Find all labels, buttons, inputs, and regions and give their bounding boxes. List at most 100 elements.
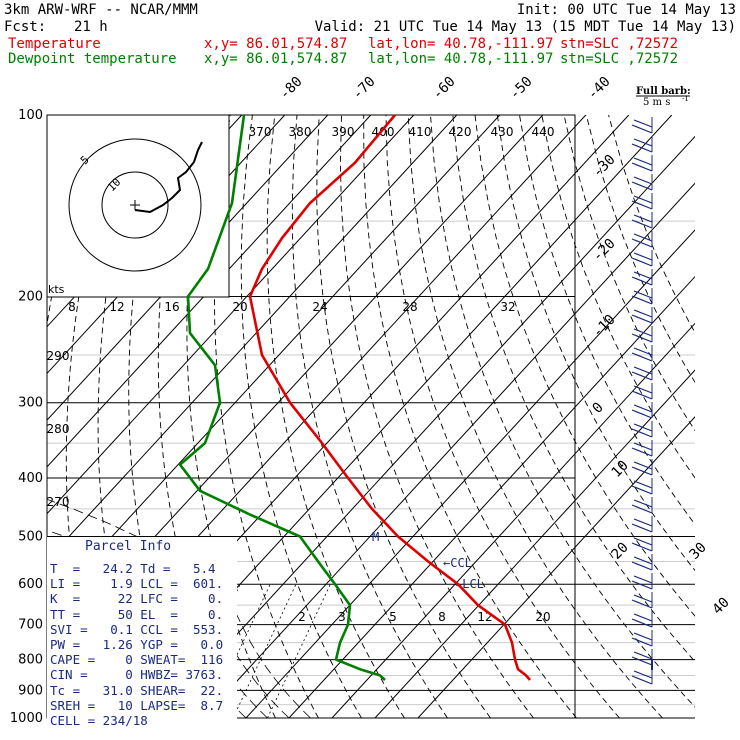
wind-barb-flag (633, 195, 653, 204)
wind-barb-flag (633, 233, 653, 242)
dry-adiabat (339, 115, 534, 718)
dry-adiabat (240, 115, 362, 718)
dry-adiabat (316, 115, 491, 718)
wind-barb-flag (633, 271, 653, 280)
wind-barb-flag (631, 675, 653, 685)
wind-barb-flag (633, 309, 653, 318)
pressure-tick-label: 1000 (10, 711, 43, 726)
isotherm-line (245, 229, 695, 718)
wind-barb-flag (633, 119, 653, 128)
wind-barb-flag (633, 670, 653, 679)
wind-barb-flag (633, 499, 653, 508)
dry-adiabat (214, 115, 319, 718)
hodograph-trace (134, 141, 203, 214)
parcel-info-row: CIN = 0 HWBZ= 3763. (50, 667, 224, 683)
theta-tick-label: 380 (289, 125, 312, 139)
isotherm-tick-label: -70 (350, 74, 379, 103)
dry-adiabat (496, 115, 695, 572)
wind-barb-flag (631, 162, 653, 172)
isotherm-tick-label: -80 (277, 74, 306, 103)
dry-adiabat (363, 115, 577, 718)
isotherm-line (159, 135, 695, 718)
pressure-tick-label: 700 (18, 618, 43, 633)
wind-barb-flag (631, 656, 653, 666)
wind-barb-flag (631, 276, 653, 286)
isotherm-line (288, 275, 695, 718)
wind-barb-flag (633, 442, 653, 451)
wind-barb-flag (633, 214, 653, 223)
mixing-ratio-label: 2 (298, 610, 306, 624)
temperature-trace (248, 114, 531, 681)
wind-barb-flag (631, 314, 653, 324)
speed-tick-label: 32 (500, 300, 515, 314)
wind-barb-flag (633, 385, 653, 394)
dry-adiabat (541, 115, 695, 479)
dewpoint-stn: stn=SLC ,72572 (560, 51, 679, 67)
pressure-tick-label: 600 (18, 577, 43, 592)
dewpoint-latlon: lat,lon= 40.78,-111.97 (368, 51, 554, 67)
dry-adiabat (430, 115, 695, 708)
fcst-label: Fcst: (4, 19, 47, 35)
hodograph-units-label: kts (48, 283, 65, 296)
dewpoint-trace (178, 114, 386, 681)
level-mark-ccl: ←CCL (443, 556, 472, 570)
isotherm-tick-label: -30 (590, 152, 619, 181)
wind-barb-flag (631, 409, 653, 419)
theta-tick-label: 280 (47, 422, 70, 436)
wind-barb-flag (631, 371, 653, 381)
pressure-tick-label: 400 (18, 471, 43, 486)
isotherm-line (47, 115, 458, 562)
parcel-info-title: Parcel Info (85, 539, 172, 554)
mixing-ratio-label: 5 (389, 610, 397, 624)
wind-barb-flag (633, 518, 653, 527)
pressure-tick-label: 100 (18, 108, 43, 123)
wind-barb-flag (631, 523, 653, 533)
wind-barb-flag (631, 485, 653, 495)
parcel-info-row: LI = 1.9 LCL = 601. (50, 576, 224, 592)
wind-barb-flag (633, 537, 653, 546)
wind-barb-flag (633, 461, 653, 470)
wind-barb-flag (631, 447, 653, 457)
theta-tick-label: 370 (249, 125, 272, 139)
mixing-ratio-label: 8 (438, 610, 446, 624)
wind-barb-flag (633, 423, 653, 432)
wind-barb-flag (631, 219, 653, 229)
parcel-info-row: CELL = 234/18 (50, 713, 148, 728)
pressure-tick-label: 200 (18, 290, 43, 305)
isotherm-line (47, 115, 329, 421)
wind-barb-flag (631, 428, 653, 438)
dry-adiabat (407, 115, 663, 718)
hodograph-ring-outer (68, 138, 202, 272)
parcel-info-panel: Parcel Info T = 24.2 Td = 5.4 LI = 1.9 LC… (47, 537, 237, 730)
mixing-ratio-label: 20 (535, 610, 550, 624)
theta-tick-label: 410 (409, 125, 432, 139)
wind-barb-flag (631, 561, 653, 571)
wind-barb-flag (631, 352, 653, 362)
wind-barb-flag (633, 556, 653, 565)
isotherm-line (374, 369, 695, 718)
temperature-xy: x,y= 86.01,574.87 (204, 36, 348, 52)
isotherm-tick-label: -40 (585, 74, 614, 103)
wind-barb-flag (631, 542, 653, 552)
hodograph-box (46, 114, 230, 298)
full-barb-units-exp: -1 (682, 95, 689, 103)
wind-barb-flag (633, 632, 653, 641)
wind-barb-flag (633, 176, 653, 185)
mixing-ratio-line (267, 584, 331, 718)
dry-adiabat (519, 115, 695, 526)
temperature-legend: Temperature (8, 36, 101, 52)
wind-barb-flag (631, 295, 653, 305)
parcel-info-row: PW = 1.26 YGP = 0.0 (50, 637, 224, 652)
wind-barb-flag (633, 138, 653, 147)
wind-barb-flag (631, 599, 653, 609)
wind-barb-flag (633, 290, 653, 299)
dry-adiabat (452, 115, 695, 663)
wind-barb-flag (633, 347, 653, 356)
isotherm-line (331, 322, 695, 718)
wind-barb-flag (631, 390, 653, 400)
parcel-info-row: Tc = 31.0 SHEAR= 22. (50, 682, 224, 698)
dry-adiabat (291, 115, 448, 718)
theta-tick-label: 430 (491, 125, 514, 139)
wind-barb-flag (633, 366, 653, 375)
theta-tick-label: 290 (47, 349, 70, 363)
